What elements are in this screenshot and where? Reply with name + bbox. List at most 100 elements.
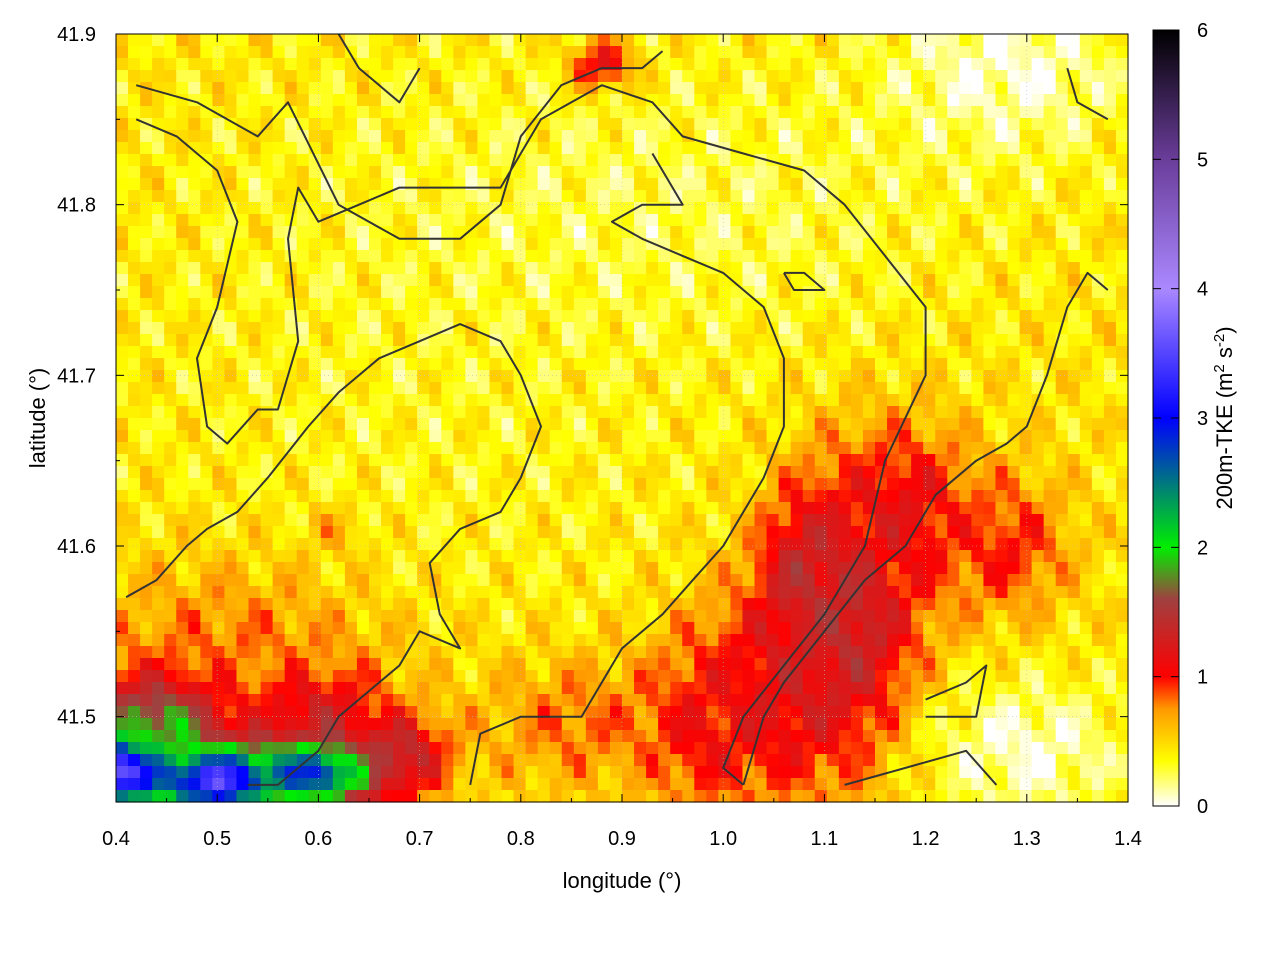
heatmap-cell: [778, 238, 792, 251]
heatmap-cell: [332, 274, 346, 287]
heatmap-cell: [308, 790, 322, 803]
heatmap-cell: [706, 766, 719, 779]
heatmap-cell: [923, 598, 936, 611]
heatmap-cell: [369, 370, 382, 383]
heatmap-cell: [646, 502, 659, 515]
heatmap-cell: [200, 574, 213, 587]
heatmap-cell: [489, 574, 503, 587]
heatmap-cell: [609, 334, 623, 347]
heatmap-cell: [272, 478, 286, 491]
heatmap-cell: [887, 382, 900, 395]
heatmap-cell: [501, 118, 515, 131]
heatmap-cell: [272, 598, 286, 611]
heatmap-cell: [971, 406, 985, 419]
heatmap-cell: [381, 82, 394, 95]
heatmap-cell: [1007, 346, 1021, 359]
heatmap-cell: [609, 154, 623, 167]
heatmap-cell: [200, 298, 213, 311]
heatmap-cell: [875, 262, 888, 275]
heatmap-cell: [308, 34, 322, 47]
heatmap-cell: [887, 154, 900, 167]
heatmap-cell: [875, 286, 888, 299]
heatmap-cell: [694, 454, 707, 467]
heatmap-cell: [393, 226, 406, 239]
heatmap-cell: [128, 454, 141, 467]
heatmap-cell: [344, 70, 358, 83]
heatmap-cell: [272, 538, 286, 551]
heatmap-cell: [489, 58, 503, 71]
heatmap-cell: [1031, 226, 1045, 239]
heatmap-cell: [537, 382, 551, 395]
heatmap-cell: [393, 82, 406, 95]
heatmap-cell: [356, 622, 370, 635]
heatmap-cell: [489, 430, 503, 443]
heatmap-cell: [742, 394, 756, 407]
heatmap-cell: [766, 142, 780, 155]
heatmap-cell: [417, 94, 430, 107]
heatmap-cell: [634, 550, 647, 563]
heatmap-cell: [790, 298, 804, 311]
heatmap-cell: [802, 58, 816, 71]
heatmap-cell: [176, 358, 189, 371]
heatmap-cell: [947, 394, 960, 407]
heatmap-cell: [983, 34, 997, 47]
heatmap-cell: [369, 418, 382, 431]
heatmap-cell: [658, 334, 671, 347]
heatmap-cell: [429, 358, 442, 371]
heatmap-cell: [706, 466, 719, 479]
heatmap-cell: [718, 346, 732, 359]
heatmap-cell: [260, 502, 274, 515]
heatmap-cell: [790, 790, 804, 803]
heatmap-cell: [152, 778, 165, 791]
heatmap-cell: [128, 622, 141, 635]
heatmap-cell: [838, 334, 852, 347]
heatmap-cell: [465, 478, 479, 491]
heatmap-cell: [838, 682, 852, 695]
heatmap-cell: [862, 526, 876, 539]
heatmap-cell: [862, 334, 876, 347]
heatmap-cell: [356, 442, 370, 455]
heatmap-cell: [790, 382, 804, 395]
heatmap-cell: [513, 538, 527, 551]
heatmap-cell: [537, 202, 551, 215]
heatmap-cell: [369, 670, 382, 683]
heatmap-cell: [116, 742, 129, 755]
heatmap-cell: [116, 346, 129, 359]
heatmap-cell: [983, 622, 997, 635]
heatmap-cell: [1043, 658, 1057, 671]
heatmap-cell: [405, 286, 418, 299]
heatmap-cell: [838, 478, 852, 491]
heatmap-cell: [489, 274, 503, 287]
heatmap-cell: [585, 94, 599, 107]
heatmap-cell: [887, 790, 900, 803]
heatmap-cell: [875, 94, 888, 107]
heatmap-cell: [778, 406, 792, 419]
heatmap-cell: [899, 34, 912, 47]
heatmap-cell: [152, 190, 165, 203]
heatmap-cell: [706, 694, 719, 707]
heatmap-cell: [646, 298, 659, 311]
heatmap-cell: [549, 646, 563, 659]
heatmap-cell: [850, 598, 864, 611]
heatmap-cell: [212, 94, 226, 107]
heatmap-cell: [236, 118, 250, 131]
heatmap-cell: [935, 718, 948, 731]
heatmap-cell: [947, 778, 960, 791]
heatmap-cell: [284, 514, 298, 527]
heatmap-cell: [634, 346, 647, 359]
heatmap-cell: [1019, 682, 1033, 695]
heatmap-cell: [826, 742, 840, 755]
heatmap-cell: [429, 778, 442, 791]
heatmap-cell: [272, 70, 286, 83]
heatmap-cell: [706, 34, 719, 47]
heatmap-cell: [706, 70, 719, 83]
heatmap-cell: [754, 310, 768, 323]
heatmap-cell: [887, 226, 900, 239]
heatmap-cell: [875, 526, 888, 539]
heatmap-cell: [670, 250, 683, 263]
heatmap-cell: [356, 502, 370, 515]
heatmap-cell: [682, 442, 695, 455]
heatmap-cell: [609, 778, 623, 791]
heatmap-cell: [284, 730, 298, 743]
heatmap-cell: [694, 490, 707, 503]
